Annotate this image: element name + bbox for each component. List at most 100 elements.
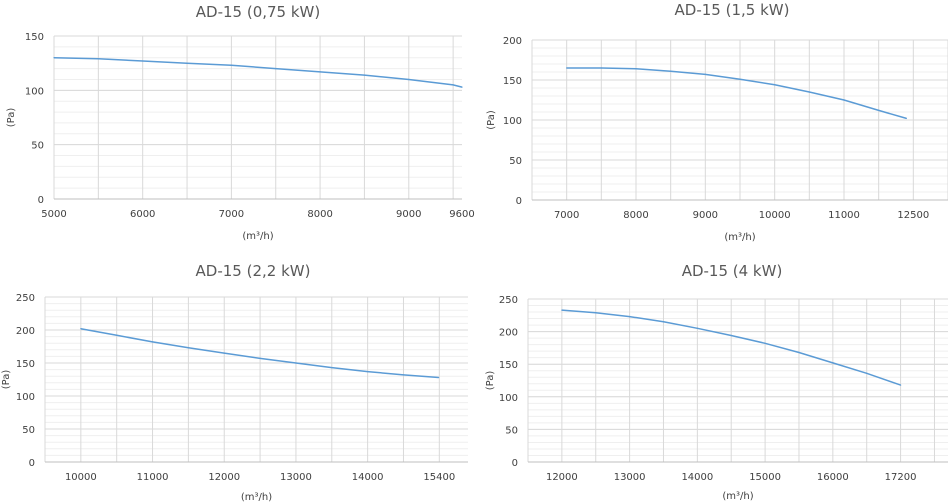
x-tick-label: 10000 [759,210,791,221]
x-tick-label: 7000 [554,210,579,221]
chart-title: AD-15 (2,2 kW) [196,262,311,280]
x-tick-label: 11000 [828,210,860,221]
y-tick-label: 0 [29,458,35,469]
x-tick-label: 7000 [219,209,244,220]
y-tick-label: 150 [16,359,35,370]
data-point [461,86,463,88]
y-axis-label: (Pa) [485,371,496,391]
data-point [878,109,880,111]
x-tick-label: 16000 [817,472,849,483]
data-point [363,74,366,76]
data-point [662,321,665,323]
x-tick-label: 11000 [137,472,169,483]
x-tick-label: 8000 [307,209,332,220]
data-point [595,312,597,314]
data-point [187,347,189,349]
chart-title: AD-15 (0,75 kW) [196,3,320,21]
chart-ad15-15kw: 0 50 100 150 200 7000 8000 9000 10000 11000 12500 A… [474,0,948,250]
chart-svg: 0 50 100 150 200 250 12000 13000 14000 15000 16000… [485,262,948,502]
x-tick-label: 15400 [423,472,455,483]
x-tick-label: 5000 [41,209,66,220]
x-tick-label: 12500 [897,210,929,221]
y-tick-label: 150 [503,76,522,87]
data-point [600,67,602,69]
y-tick-label: 100 [499,393,518,404]
y-tick-label: 200 [503,36,522,47]
chart-ad15-4kw: 0 50 100 150 200 250 12000 13000 14000 15000 16000… [474,252,948,503]
x-tick-label: 9600 [449,209,474,220]
data-point [899,384,902,386]
data-point [319,71,321,73]
y-axis-label: (Pa) [486,110,497,130]
x-tick-label: 12000 [208,472,240,483]
data-point [730,334,732,337]
data-point [452,84,454,86]
chart-svg: 0 50 100 150 200 7000 8000 9000 10000 11000 12500 A… [486,1,948,243]
x-tick-label: 13000 [614,472,646,483]
data-point [223,352,225,354]
chart-ad15-22kw: 0 50 100 150 200 250 10000 11000 12000 13000 14000… [0,252,474,503]
data-point [331,367,333,369]
chart-ad15-075kw: 0 50 100 150 5000 6000 7000 8000 9000 9600 AD-15 (… [0,0,475,250]
data-point [843,99,845,101]
y-tick-label: 250 [16,293,35,304]
data-point [764,342,766,344]
data-point [97,58,99,60]
data-point [186,62,188,64]
y-tick-label: 50 [509,156,522,167]
y-tick-label: 250 [499,295,518,306]
data-point [696,327,698,329]
y-tick-label: 100 [16,392,35,403]
chart-svg: 0 50 100 150 5000 6000 7000 8000 9000 9600 AD-15 (… [6,3,475,242]
x-tick-label: 14000 [681,472,713,483]
chart-svg: 0 50 100 150 200 250 10000 11000 12000 13000 14000… [1,262,468,503]
x-tick-label: 14000 [352,472,384,483]
data-point [808,91,810,93]
x-tick-label: 15000 [749,472,781,483]
data-point [53,57,55,59]
x-tick-label: 10000 [65,472,97,483]
x-tick-label: 17200 [885,472,917,483]
chart-title: AD-15 (1,5 kW) [675,1,790,19]
data-point [295,362,297,364]
data-point [866,372,868,374]
x-tick-label: 6000 [130,209,155,220]
data-point [566,67,568,69]
x-tick-label: 12000 [546,472,578,483]
series-line [566,67,907,120]
x-tick-label: 13000 [280,472,312,483]
x-axis-label: (m³/h) [242,231,273,242]
x-axis-label: (m³/h) [724,232,755,243]
y-tick-label: 150 [499,360,518,371]
data-point [438,376,440,379]
y-axis-label: (Pa) [1,370,12,390]
y-tick-label: 100 [25,86,44,97]
data-point [832,362,834,364]
y-tick-label: 0 [512,458,518,469]
data-point [116,334,118,336]
data-point [561,309,563,311]
y-tick-label: 0 [516,196,522,207]
data-point [629,316,631,318]
y-tick-label: 50 [22,425,35,436]
y-tick-label: 200 [16,326,35,337]
x-tick-label: 9000 [396,209,421,220]
data-point [402,374,405,376]
data-point [151,341,154,343]
data-point [798,351,800,354]
data-point [275,68,277,70]
data-point [704,73,706,75]
data-point [230,64,232,66]
data-point [408,78,410,81]
x-axis-label: (m³/h) [722,491,753,502]
data-point [774,84,776,86]
y-tick-label: 100 [503,116,522,127]
data-point [259,357,261,359]
data-point [739,78,741,80]
chart-title: AD-15 (4 kW) [682,262,783,280]
y-axis-label: (Pa) [6,108,17,128]
x-tick-label: 9000 [693,210,718,221]
y-tick-label: 50 [31,141,44,152]
data-point [367,370,369,373]
data-point [142,60,144,62]
